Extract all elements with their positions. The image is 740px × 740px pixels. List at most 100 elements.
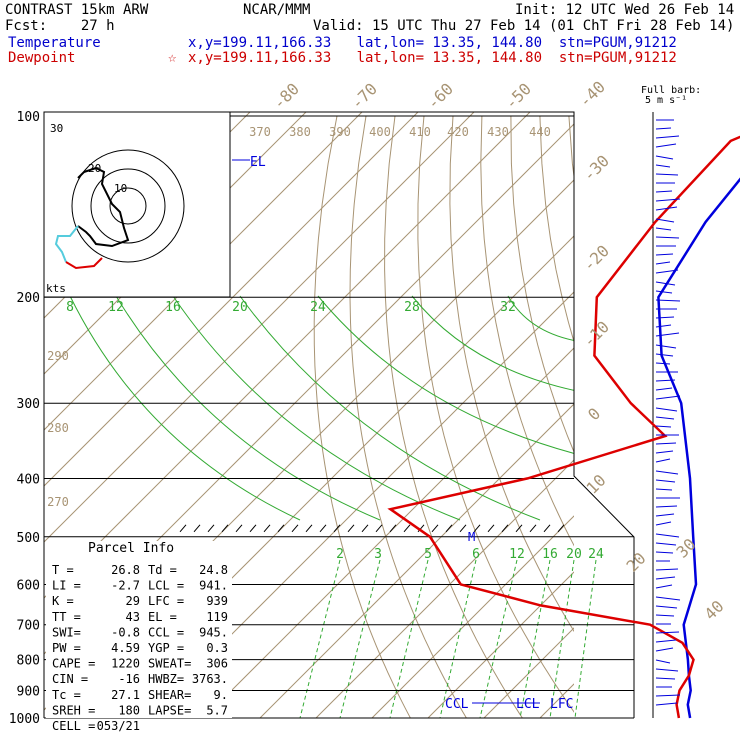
mixing-ratio-line-dashed: [339, 559, 381, 718]
hatch-mark: [501, 524, 509, 533]
wind-barb: [655, 143, 677, 148]
wind-barb: [655, 694, 681, 697]
hatch-mark: [403, 524, 411, 533]
wind-barb: [655, 521, 672, 526]
pressure-tick-label: 400: [17, 472, 40, 487]
wind-barb: [655, 395, 681, 400]
isotherm-label: -20: [579, 241, 613, 275]
pressure-tick-label: 900: [17, 684, 40, 699]
hatch-mark: [333, 524, 341, 533]
parcel-field-value: 5.7: [206, 703, 228, 717]
parcel-field-value: 941.: [199, 579, 228, 593]
m-label: M: [468, 530, 475, 544]
wind-barb: [655, 659, 671, 664]
dry-adiabat-lines: [313, 115, 740, 718]
wind-barb: [655, 344, 677, 349]
dry-adiabat-line: [349, 115, 467, 718]
mixing-ratio-line: [507, 295, 574, 341]
parcel-field-label: LFC =: [148, 594, 184, 608]
theta-label: 410: [409, 125, 431, 139]
wind-barb: [655, 190, 673, 193]
parcel-field-value: 945.: [199, 625, 228, 639]
hatch-mark: [221, 524, 229, 533]
wind-barb: [655, 568, 679, 571]
wind-barb: [655, 458, 671, 463]
parcel-box-bg: [46, 541, 232, 718]
hatch-mark: [235, 524, 243, 533]
wind-barb: [655, 533, 680, 538]
hodograph-ring-label: 20: [88, 162, 101, 175]
wind-barb: [655, 542, 677, 546]
mixing-ratio-line-dashed: [479, 559, 518, 718]
hatch-mark: [543, 524, 551, 533]
wind-barb: [655, 470, 679, 475]
hodograph-ring-label: 10: [114, 182, 127, 195]
dry-adiabat-line: [539, 115, 574, 344]
hatch-mark: [263, 524, 271, 533]
theta-label: 370: [249, 125, 271, 139]
mixing-ratio-line-dashed: [519, 559, 551, 718]
parcel-field-label: SREH =: [52, 703, 95, 717]
pressure-tick-label: 300: [17, 397, 40, 412]
isotherm-line: [427, 571, 574, 718]
parcel-field-value: 119: [206, 610, 228, 624]
wind-barb: [655, 614, 675, 617]
mixing-ratio-label: 6: [472, 547, 480, 562]
hodograph-ring-label: 30: [50, 122, 63, 135]
parcel-field-value: -16: [118, 672, 140, 686]
mixing-ratio-line: [239, 295, 541, 521]
parcel-field-value: 9.: [214, 688, 228, 702]
wind-barb: [655, 155, 674, 160]
wind-barb: [655, 362, 671, 365]
wind-barb: [655, 236, 680, 239]
hatch-mark: [319, 524, 327, 533]
mixing-ratio-line-dashed: [549, 559, 575, 718]
parcel-field-label: HWBZ=: [148, 672, 184, 686]
mixing-ratio-label: 20: [566, 547, 582, 562]
hodograph-units: kts: [46, 282, 66, 295]
el-label: EL: [250, 155, 266, 170]
pressure-tick-label: 1000: [9, 712, 40, 727]
hatch-mark: [487, 524, 495, 533]
wind-barb: [655, 227, 672, 231]
mixing-ratio-line-dashed: [439, 559, 477, 718]
hatch-mark: [459, 524, 467, 533]
isotherm-line: [652, 112, 740, 718]
isotherm-label: 20: [623, 549, 650, 576]
theta-label: 280: [47, 421, 69, 435]
isotherm-line: [708, 112, 740, 718]
dewpoint-marker-icon: ☆: [168, 50, 177, 66]
hatch-mark: [375, 524, 383, 533]
parcel-field-value: 053/21: [97, 719, 140, 733]
wind-barb: [655, 198, 681, 202]
parcel-field-value: 180: [118, 703, 140, 717]
parcel-field-label: SWI=: [52, 625, 81, 639]
hatch-mark: [389, 524, 397, 533]
pressure-tick-label: 500: [17, 531, 40, 546]
wind-barb: [655, 505, 678, 508]
dry-adiabat-line: [449, 115, 574, 633]
lcl-label: LCL: [516, 697, 540, 712]
isotherm-label: -50: [501, 79, 535, 113]
hatch-mark: [529, 524, 537, 533]
sounding-traces: [387, 135, 740, 719]
wind-barb: [655, 127, 672, 130]
mixing-ratio-label: 24: [310, 300, 326, 315]
parcel-field-value: 24.8: [199, 563, 228, 577]
wind-key-units: 5 m s⁻¹: [645, 95, 688, 106]
mixing-ratio-label: 12: [509, 547, 525, 562]
mixing-ratio-lines-lower: [299, 559, 597, 718]
wind-barb: [655, 290, 673, 294]
parcel-field-label: SWEAT=: [148, 657, 191, 671]
wind-barb: [655, 269, 679, 274]
parcel-field-label: Tc =: [52, 688, 81, 702]
mixing-ratio-line: [411, 295, 574, 391]
isotherm-line: [483, 627, 574, 718]
parcel-field-label: K =: [52, 594, 74, 608]
parcel-field-value: 27.1: [111, 688, 140, 702]
hatch-mark: [361, 524, 369, 533]
wind-barb: [655, 206, 678, 211]
dry-adiabat-line: [685, 116, 740, 718]
parcel-field-value: 3763.: [192, 672, 228, 686]
